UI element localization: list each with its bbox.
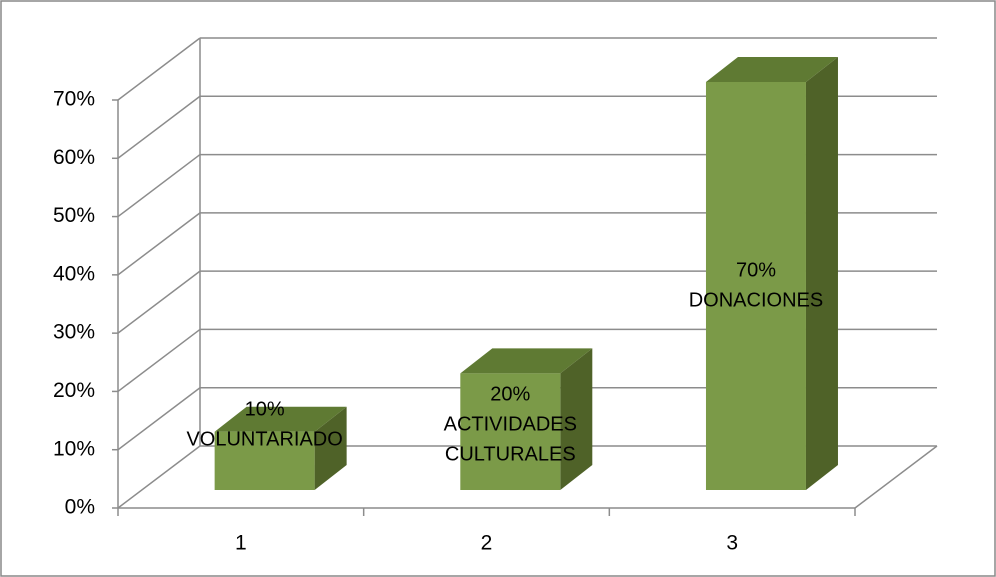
grid-line — [117, 153, 201, 218]
grid-line — [117, 212, 201, 276]
y-tick-label: 30% — [53, 321, 95, 344]
bar-label: ACTIVIDADES — [444, 413, 577, 435]
x-tick-label: 3 — [726, 532, 738, 555]
bar-side — [314, 406, 347, 490]
grid-line — [117, 387, 201, 451]
data-label: 10% — [245, 398, 285, 420]
bar-side — [805, 57, 838, 490]
bar — [214, 431, 315, 490]
y-tick-label: 10% — [53, 437, 95, 460]
grid-line — [117, 95, 201, 159]
grid-line — [117, 445, 201, 509]
y-tick-label: 50% — [53, 204, 95, 227]
bar-top — [460, 348, 593, 374]
floor-edge — [854, 445, 938, 509]
bar-label: VOLUNTARIADO — [186, 428, 342, 450]
grid-line — [117, 270, 201, 334]
bar — [460, 373, 561, 490]
grid-line — [117, 37, 201, 101]
grid-line — [117, 328, 201, 393]
data-label: 70% — [736, 259, 776, 281]
y-tick-label: 20% — [53, 379, 95, 402]
bar-label: DONACIONES — [689, 289, 823, 311]
y-tick-label: 70% — [53, 88, 95, 111]
bar-top — [705, 57, 838, 82]
data-label: 20% — [490, 383, 530, 405]
y-tick-label: 0% — [65, 496, 95, 519]
bar-top — [214, 406, 347, 432]
x-tick-label: 2 — [481, 532, 493, 555]
y-tick-label: 60% — [53, 146, 95, 169]
y-tick-label: 40% — [53, 262, 95, 285]
bar-label: CULTURALES — [445, 443, 576, 465]
x-tick-label: 1 — [235, 532, 247, 555]
bar-side — [560, 348, 593, 490]
bar — [705, 82, 806, 490]
